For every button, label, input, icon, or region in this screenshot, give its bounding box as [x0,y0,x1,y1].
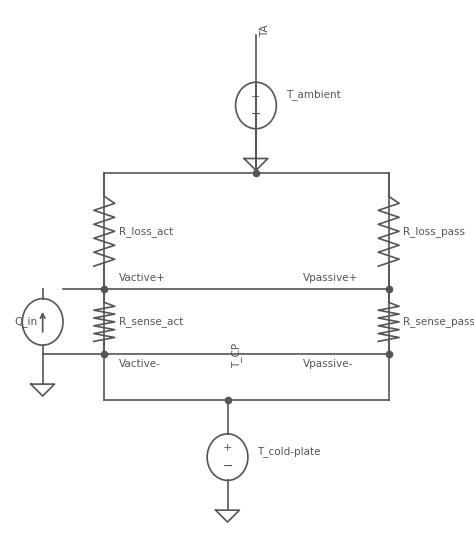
Text: Q_in: Q_in [15,316,38,327]
Text: T_ambient: T_ambient [286,89,341,100]
Text: +: + [223,443,232,453]
Text: Vpassive-: Vpassive- [303,359,354,368]
Text: R_loss_pass: R_loss_pass [403,226,465,237]
Text: Vpassive+: Vpassive+ [303,273,359,283]
Text: TA: TA [260,24,270,37]
Text: R_loss_act: R_loss_act [118,226,173,237]
Text: −: − [251,108,261,121]
Text: +: + [251,91,261,102]
Text: T_CP: T_CP [231,343,242,368]
Text: R_sense_act: R_sense_act [118,316,183,327]
Text: T_cold-plate: T_cold-plate [257,446,321,457]
Text: R_sense_pass: R_sense_pass [403,316,474,327]
Text: Vactive-: Vactive- [118,359,160,368]
Text: Vactive+: Vactive+ [118,273,165,283]
Text: −: − [222,459,233,472]
